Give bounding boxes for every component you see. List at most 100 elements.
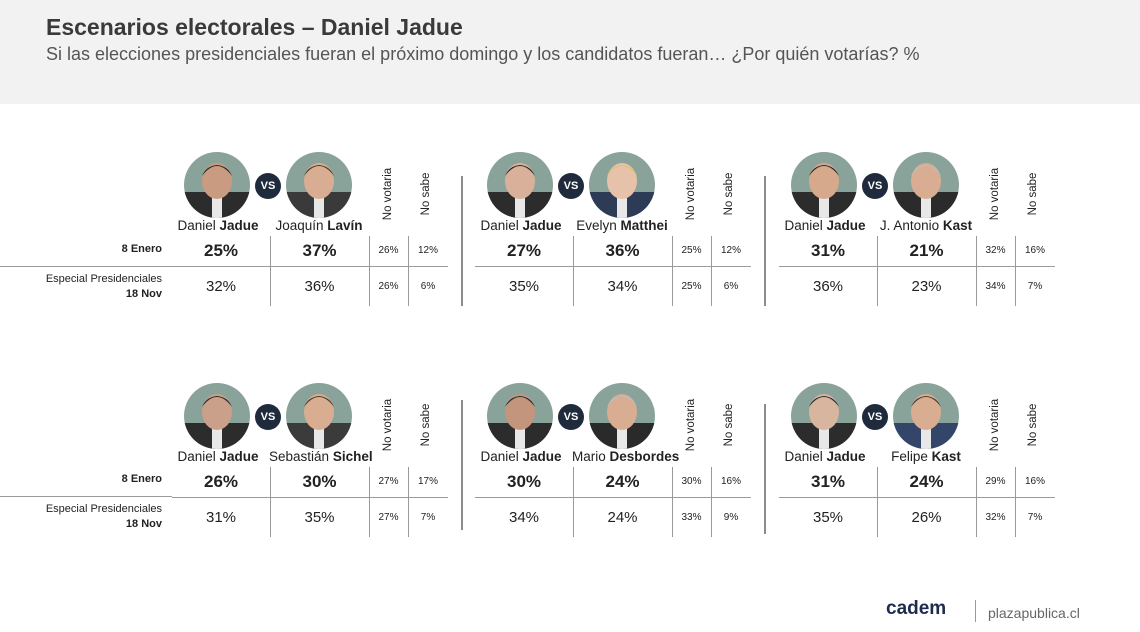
col-divider (270, 236, 271, 306)
col-divider (408, 236, 409, 306)
value-row2-candidate-b: 23% (911, 278, 942, 295)
column-label-no-votaria: No votaria (382, 398, 394, 452)
matchup-block-4: VS Daniel Jadue Sebastián Sichel No vota… (172, 381, 472, 541)
col-divider (573, 236, 574, 306)
candidate-a-name: Daniel Jadue (177, 449, 259, 464)
vs-badge: VS (255, 173, 281, 199)
candidate-a-name: Daniel Jadue (177, 218, 259, 233)
matchup-block-3: VS Daniel Jadue J. Antonio Kast No votar… (779, 150, 1079, 310)
vs-badge: VS (558, 404, 584, 430)
value-row1-candidate-a: 27% (506, 241, 542, 260)
avatar-candidate-a (184, 383, 250, 449)
column-label-no-votaria: No votaria (685, 167, 697, 221)
column-label-no-votaria: No votaria (382, 167, 394, 221)
row-label-8-enero: 8 Enero (121, 243, 162, 255)
row-divider (475, 497, 751, 498)
candidate-b-name: Mario Desbordes (572, 449, 680, 464)
candidate-b-name: Joaquín Lavín (275, 218, 363, 233)
value-row2-no-votaria: 33% (681, 512, 702, 523)
value-row2-no-sabe: 7% (1027, 281, 1043, 292)
value-row1-no-sabe: 16% (1024, 245, 1045, 256)
matchup-block-5: VS Daniel Jadue Mario Desbordes No votar… (475, 381, 775, 541)
page-title: Escenarios electorales – Daniel Jadue (46, 14, 463, 40)
cadem-logo: cadem (886, 598, 947, 619)
avatar-candidate-a (791, 383, 857, 449)
matchup-block-2: VS Daniel Jadue Evelyn Matthei No votari… (475, 150, 775, 310)
avatar-candidate-a (184, 152, 250, 218)
vs-badge: VS (558, 173, 584, 199)
col-divider (711, 467, 712, 537)
footer-site: plazapublica.cl (988, 605, 1080, 621)
value-row1-candidate-b: 30% (302, 472, 337, 491)
avatar-candidate-b (286, 383, 352, 449)
value-row1-no-sabe: 16% (720, 476, 741, 487)
value-row1-candidate-b: 21% (909, 241, 944, 260)
candidate-a-name: Daniel Jadue (784, 218, 866, 233)
col-divider (1015, 467, 1016, 537)
value-row2-candidate-a: 34% (508, 509, 540, 526)
value-row1-no-votaria: 29% (985, 476, 1006, 487)
col-divider (573, 467, 574, 537)
col-divider (408, 467, 409, 537)
value-row1-no-votaria: 30% (681, 476, 702, 487)
value-row1-no-votaria: 27% (378, 476, 399, 487)
value-row2-candidate-a: 36% (812, 278, 844, 295)
value-row2-no-sabe: 6% (420, 281, 436, 292)
row-label-especial-bottom: Especial Presidenciales 18 Nov (45, 503, 162, 530)
col-divider (877, 467, 878, 537)
row-divider-top-group (0, 266, 172, 267)
value-row1-candidate-b: 24% (605, 472, 640, 491)
row-divider (779, 266, 1055, 267)
candidate-a-name: Daniel Jadue (480, 449, 562, 464)
value-row2-no-sabe: 7% (1027, 512, 1043, 523)
value-row2-no-votaria: 26% (378, 281, 399, 292)
col-divider (270, 467, 271, 537)
row-label-especial: Especial Presidenciales 18 Nov (45, 273, 162, 300)
column-label-no-votaria: No votaria (685, 398, 697, 452)
row-divider-bottom-group (0, 496, 172, 497)
value-row2-no-votaria: 25% (681, 281, 702, 292)
col-divider (711, 236, 712, 306)
avatar-candidate-b (893, 383, 959, 449)
value-row1-no-votaria: 25% (681, 245, 702, 256)
candidate-b-name: Evelyn Matthei (576, 218, 668, 233)
value-row2-candidate-b: 36% (304, 278, 335, 295)
value-row1-no-sabe: 12% (417, 245, 438, 256)
block-separator (461, 176, 463, 306)
column-label-no-sabe: No sabe (1027, 172, 1039, 216)
avatar-candidate-b (589, 152, 655, 218)
col-divider (369, 467, 370, 537)
column-label-no-sabe: No sabe (1027, 403, 1039, 447)
value-row1-candidate-b: 24% (909, 472, 944, 491)
avatar-candidate-a (791, 152, 857, 218)
value-row1-no-sabe: 12% (720, 245, 741, 256)
column-label-no-sabe: No sabe (420, 172, 432, 216)
value-row1-no-votaria: 32% (985, 245, 1006, 256)
value-row1-no-sabe: 17% (417, 476, 438, 487)
row-divider (475, 266, 751, 267)
value-row2-no-sabe: 9% (723, 512, 739, 523)
column-label-no-votaria: No votaria (989, 167, 1001, 221)
value-row1-no-votaria: 26% (378, 245, 399, 256)
value-row1-candidate-a: 25% (203, 241, 239, 260)
candidate-b-name: J. Antonio Kast (879, 218, 973, 233)
value-row1-candidate-a: 30% (506, 472, 542, 491)
page-subtitle: Si las elecciones presidenciales fueran … (46, 44, 920, 64)
row-divider (172, 266, 448, 267)
value-row2-candidate-a: 35% (508, 278, 540, 295)
block-separator (461, 400, 463, 530)
value-row2-candidate-a: 35% (812, 509, 844, 526)
column-label-no-votaria: No votaria (989, 398, 1001, 452)
value-row2-candidate-a: 31% (205, 509, 237, 526)
candidate-b-name: Sebastián Sichel (269, 449, 373, 464)
value-row2-no-votaria: 32% (985, 512, 1006, 523)
value-row1-candidate-a: 26% (203, 472, 239, 491)
value-row2-no-votaria: 34% (985, 281, 1006, 292)
candidate-b-name: Felipe Kast (891, 449, 961, 464)
value-row2-candidate-b: 35% (304, 509, 335, 526)
block-separator (764, 404, 766, 534)
candidate-a-name: Daniel Jadue (480, 218, 562, 233)
col-divider (672, 467, 673, 537)
col-divider (976, 467, 977, 537)
column-label-no-sabe: No sabe (723, 172, 735, 216)
